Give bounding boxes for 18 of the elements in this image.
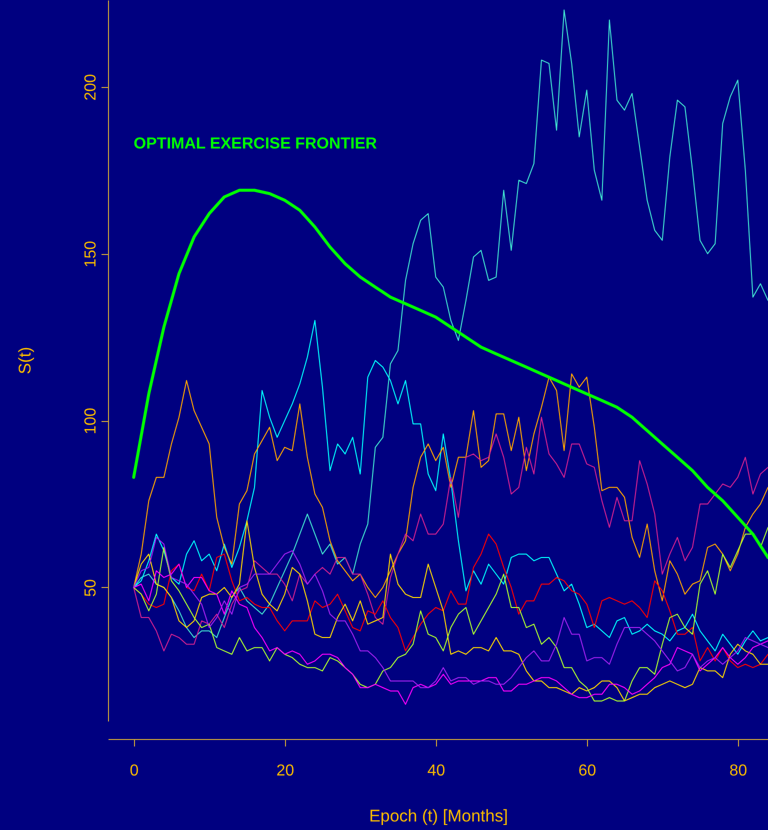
y-tick-label: 150 (82, 240, 100, 268)
line-series (133, 564, 768, 705)
y-axis-title: S(t) (16, 346, 34, 374)
line-series (133, 320, 768, 655)
text: OPTIMAL EXERCISE FRONTIER (134, 135, 378, 152)
x-tick-label: 0 (130, 762, 139, 780)
x-tick-label: 20 (276, 762, 294, 780)
line-series (133, 10, 768, 638)
y-tick-label: 200 (82, 74, 100, 101)
x-axis-title: Epoch (t) [Months] (369, 806, 508, 826)
y-tick-label: 100 (82, 408, 100, 434)
x-tick-label: 60 (578, 762, 596, 780)
x-tick-label: 40 (427, 762, 446, 780)
line-series (132, 188, 768, 559)
x-tick-label: 80 (729, 762, 748, 780)
line-series (133, 373, 768, 602)
y-tick-label: 50 (82, 578, 100, 597)
line-series (133, 416, 768, 652)
